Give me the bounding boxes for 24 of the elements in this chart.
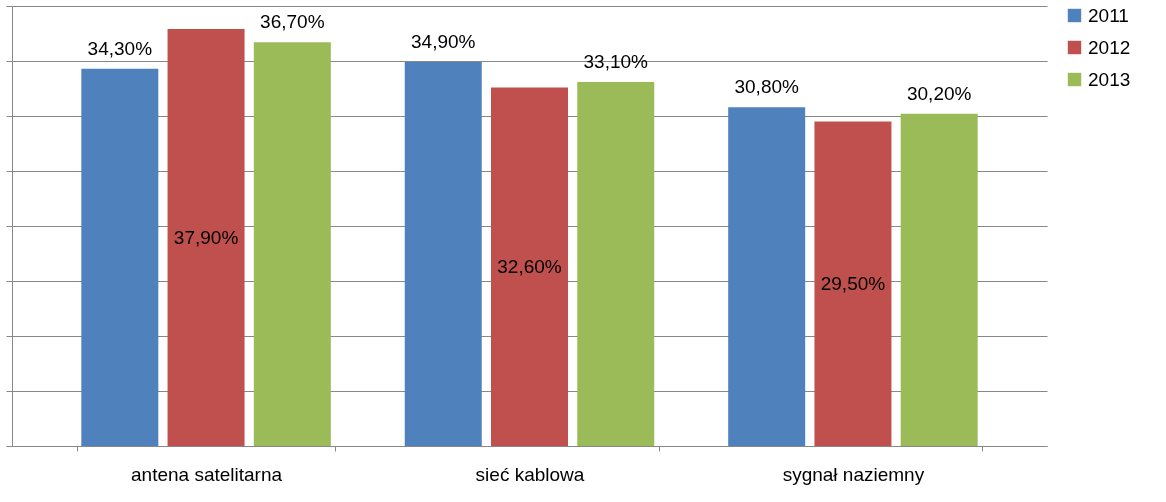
legend-label: 2011	[1088, 4, 1129, 26]
data-label: 32,60%	[497, 255, 562, 277]
data-label: 34,30%	[87, 37, 153, 59]
data-label: 33,10%	[583, 50, 649, 72]
data-label: 30,80%	[734, 76, 800, 98]
bar	[491, 87, 568, 446]
bar	[577, 81, 655, 446]
bar	[81, 68, 159, 446]
data-label: 34,90%	[411, 31, 476, 53]
x-tick-label: antena satelitarna	[131, 463, 283, 485]
bar	[167, 29, 245, 446]
legend-label: 2013	[1088, 68, 1131, 90]
bar	[253, 42, 331, 446]
data-label: 30,20%	[906, 82, 972, 104]
bar	[900, 113, 978, 446]
x-tick-label: sieć kablowa	[475, 463, 585, 485]
bar	[728, 107, 806, 446]
legend-label: 2012	[1088, 36, 1131, 58]
bar	[404, 62, 482, 446]
x-tick-label: sygnał naziemny	[782, 463, 925, 485]
data-label: 36,70%	[260, 11, 325, 33]
data-label: 37,90%	[173, 226, 239, 248]
data-label: 29,50%	[820, 272, 886, 294]
bar	[814, 121, 892, 446]
